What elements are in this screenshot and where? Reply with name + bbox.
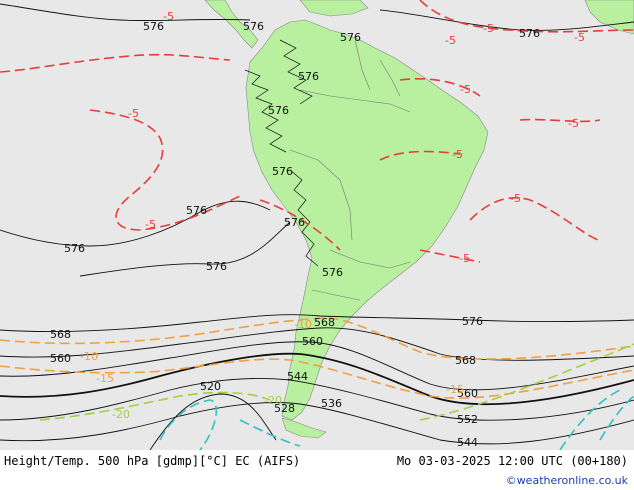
height-label: 560 <box>50 352 71 365</box>
height-label: 576 <box>64 242 85 255</box>
temp-label: -5 <box>460 83 471 96</box>
land-south-america <box>245 19 489 421</box>
height-label: 576 <box>340 31 361 44</box>
temp-label: -15 <box>96 372 114 385</box>
height-label: 576 <box>186 204 207 217</box>
credit-link[interactable]: ©weatheronline.co.uk <box>505 474 628 487</box>
height-label: 544 <box>457 436 478 449</box>
temp-label: -15 <box>446 383 464 396</box>
temp-contours-minus20 <box>39 343 634 421</box>
temp-contours-minus10 <box>0 317 634 360</box>
temp-label: -20 <box>112 408 130 421</box>
temp-label: -5 <box>163 10 174 23</box>
height-label: 568 <box>455 354 476 367</box>
andes-contours <box>244 39 319 267</box>
land-tierra-del-fuego <box>281 417 327 439</box>
height-label: 536 <box>321 397 342 410</box>
height-label: 576 <box>284 216 305 229</box>
height-label: 576 <box>268 104 289 117</box>
height-label: 544 <box>287 370 308 383</box>
temp-label: -5 <box>459 252 470 265</box>
height-labels: 576 576 576 576 576 576 576 576 576 576 … <box>50 20 540 449</box>
country-borders <box>289 39 411 301</box>
height-label: 576 <box>298 70 319 83</box>
height-label: 576 <box>206 260 227 273</box>
temp-label: -5 <box>128 107 139 120</box>
temp-label: -5 <box>510 192 521 205</box>
height-label: 568 <box>50 328 71 341</box>
height-label: 560 <box>457 387 478 400</box>
land-central-america <box>204 0 259 49</box>
valid-time: Mo 03-03-2025 12:00 UTC (00+180) <box>396 454 628 468</box>
temp-labels: -5 -5 -5 -5 -5 -5 -5 -5 -5 -5 -5 -10 -10… <box>80 10 585 421</box>
temp-label: -5 <box>145 218 156 231</box>
height-label: 576 <box>272 165 293 178</box>
temp-contours-minus5 <box>0 0 634 263</box>
map-title: Height/Temp. 500 hPa [gdmp][°C] EC (AIFS… <box>4 454 301 468</box>
temp-label: -10 <box>294 318 312 331</box>
temp-contours-minus15 <box>0 358 634 399</box>
height-label: 576 <box>143 20 164 33</box>
temp-label: -5 <box>452 148 463 161</box>
height-label: 520 <box>200 380 221 393</box>
height-label: 552 <box>457 413 478 426</box>
land-caribbean <box>299 0 369 17</box>
temp-label: -5 <box>483 22 494 35</box>
height-label: 576 <box>462 315 483 328</box>
temp-label: -10 <box>80 350 98 363</box>
temp-label: -5 <box>568 117 579 130</box>
height-label: 528 <box>274 402 295 415</box>
height-label: 560 <box>302 335 323 348</box>
map-canvas: 576 576 576 576 576 576 576 576 576 576 … <box>0 0 634 450</box>
height-label: 576 <box>322 266 343 279</box>
temp-contours-minus25 <box>159 389 634 450</box>
temp-label: -20 <box>264 394 282 407</box>
height-label: 568 <box>314 316 335 329</box>
height-label: 576 <box>243 20 264 33</box>
height-label: 576 <box>519 27 540 40</box>
temp-label: -5 <box>574 31 585 44</box>
temp-label: -5 <box>445 34 456 47</box>
